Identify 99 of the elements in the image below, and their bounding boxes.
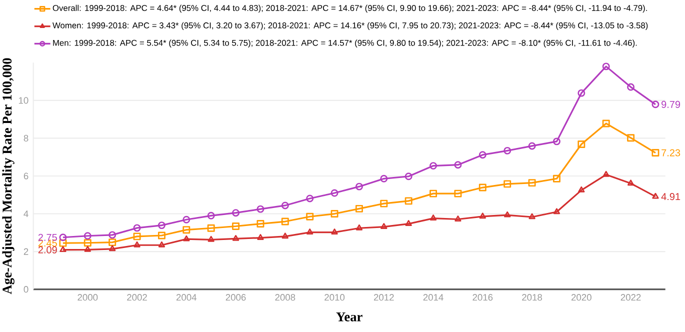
point — [504, 211, 511, 218]
data-label: 7.23 — [662, 149, 680, 156]
point — [355, 182, 363, 190]
point — [134, 241, 140, 248]
point — [182, 226, 190, 234]
data-label: 9.79 — [662, 100, 680, 108]
x-tick-label: 2010 — [324, 294, 345, 301]
data-label: 2.45 — [38, 240, 57, 247]
point — [256, 205, 264, 213]
point — [158, 232, 166, 240]
point — [454, 161, 462, 169]
point — [430, 162, 438, 170]
point — [578, 140, 586, 148]
y-tick-label: 4 — [24, 210, 28, 217]
point — [109, 245, 116, 252]
x-tick-label: 2004 — [176, 294, 196, 301]
point — [528, 213, 536, 220]
x-tick-label: 2012 — [374, 294, 394, 301]
point — [232, 222, 240, 230]
data-label: 2.09 — [38, 246, 57, 254]
point — [602, 170, 610, 177]
point — [430, 190, 438, 198]
point — [108, 231, 116, 239]
x-tick-label: 2006 — [226, 294, 246, 301]
point — [306, 228, 314, 234]
point — [552, 174, 560, 182]
point — [331, 228, 338, 234]
point — [306, 194, 314, 202]
point — [578, 89, 586, 97]
point — [627, 134, 635, 142]
y-tick-label: 2 — [24, 248, 28, 255]
x-tick-label: 2014 — [423, 294, 444, 301]
point — [602, 120, 610, 128]
x-tick-label: 2000 — [78, 294, 98, 301]
point — [281, 202, 289, 210]
y-tick-label: 6 — [24, 172, 28, 180]
point — [133, 224, 141, 232]
y-tick-label: 10 — [18, 97, 28, 104]
point — [330, 210, 338, 218]
point — [183, 235, 190, 242]
data-label: 2.75 — [38, 234, 57, 241]
point — [405, 220, 412, 226]
point — [380, 174, 388, 182]
point — [356, 224, 363, 230]
point — [208, 236, 214, 242]
x-tick-label: 2020 — [571, 294, 592, 301]
point — [404, 197, 412, 205]
data-label: 4.91 — [661, 193, 680, 200]
point — [257, 234, 264, 240]
point — [479, 212, 486, 219]
point — [306, 212, 314, 220]
point — [578, 186, 585, 192]
point — [652, 149, 660, 156]
x-axis-title: Year — [336, 312, 362, 322]
point — [528, 179, 536, 187]
point — [553, 208, 560, 214]
legend-label: Men: 1999-2018: APC = 5.54* (95% CI, 5.34 to 5.75); 2018-2021: APC = 14.57* (95% CI, 9.80 to 19.54); 2021-2023: APC = -8.10* (95% CI, -11.61 to -4.46). — [53, 40, 637, 48]
legend-label: Women: 1999-2018: APC = 3.43* (95% CI, 3.20 to 3.67); 2018-2021: APC = 14.16* (95% CI, 7.95 to 20.73); 2021-2023: APC = -8.44* (95% CI, -13.05 to -3.58) — [52, 22, 648, 30]
point — [454, 216, 462, 222]
point — [207, 224, 215, 232]
point — [282, 232, 288, 239]
point — [108, 238, 116, 246]
point — [182, 216, 190, 224]
point — [627, 180, 634, 186]
point — [430, 214, 437, 221]
point — [133, 232, 141, 240]
point — [84, 232, 92, 240]
y-axis-title: Age-Adjusted Mortality Rate Per 100,000 — [2, 58, 14, 294]
point — [232, 209, 240, 217]
x-tick-label: 2008 — [275, 294, 296, 301]
point — [158, 222, 166, 230]
point — [552, 138, 560, 146]
point — [602, 62, 610, 70]
point — [355, 204, 363, 212]
point — [478, 184, 486, 192]
point — [256, 220, 264, 228]
point — [158, 241, 166, 248]
x-tick-label: 2002 — [127, 294, 147, 301]
point — [380, 223, 388, 230]
point — [380, 200, 388, 208]
x-tick-label: 2016 — [472, 294, 493, 301]
point — [627, 83, 635, 91]
x-tick-label: 2018 — [522, 294, 542, 301]
point — [84, 246, 91, 252]
point — [84, 239, 92, 247]
point — [281, 218, 289, 226]
point — [504, 180, 512, 188]
point — [404, 172, 412, 180]
y-tick-label: 8 — [24, 134, 28, 142]
y-tick-label: 0 — [24, 286, 28, 293]
point — [478, 151, 486, 159]
point — [454, 190, 462, 198]
legend-label: Overall: 1999-2018: APC = 4.64* (95% CI, 4.44 to 4.83); 2018-2021: APC = 14.67* (95% CI, 9.90 to 19.66); 2021-2023: APC = -8.44* (95% CI, -11.94 to -4.79). — [52, 4, 647, 13]
point — [504, 146, 512, 154]
x-tick-label: 2022 — [620, 294, 641, 301]
point — [207, 212, 215, 220]
point — [232, 234, 240, 241]
point — [330, 189, 338, 197]
point — [528, 142, 536, 150]
